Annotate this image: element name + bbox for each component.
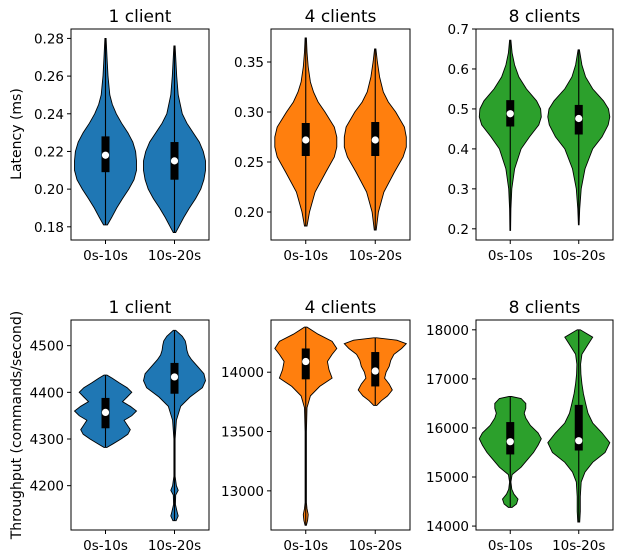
x-tick-label: 0s-10s: [283, 248, 328, 264]
y-tick-label: 0.22: [34, 144, 64, 160]
median-marker: [575, 114, 583, 123]
median-marker: [575, 437, 583, 445]
x-tick-label: 0s-10s: [83, 538, 128, 554]
y-tick-label: 13500: [221, 425, 264, 441]
y-tick-label: 0.25: [234, 155, 264, 171]
y-tick-label: 0.30: [234, 105, 264, 121]
panel-title: 8 clients: [509, 298, 581, 318]
y-tick-label: 18000: [426, 323, 469, 339]
median-marker: [371, 136, 379, 144]
y-tick-label: 16000: [426, 421, 469, 437]
x-tick-label: 10s-20s: [349, 248, 402, 264]
median-marker: [170, 157, 179, 165]
violin-panel-5: 4 clients 13000 13500 14000 0s-10s 10s-20s: [221, 298, 411, 554]
median-marker: [506, 110, 514, 118]
x-tick-label: 0s-10s: [488, 538, 533, 554]
violin-panel-4: 1 client 4200 4300 4400 4500 0s-10s 10s-20s: [30, 298, 210, 554]
y-tick-label: 0.2: [448, 222, 469, 238]
median-marker: [302, 357, 310, 366]
x-tick-label: 0s-10s: [83, 248, 128, 264]
x-tick-label: 10s-20s: [552, 538, 605, 554]
latency-axis-label: Latency (ms): [9, 88, 25, 180]
violin-panel-2: 4 clients 0.20 0.25 0.30 0.35 0s-10s 10s-20s: [234, 7, 411, 264]
y-tick-label: 0.26: [34, 69, 64, 85]
y-tick-label: 13000: [221, 484, 264, 500]
violin-panel-6: 8 clients 14000 15000 16000 17000 18000 0s-10s…: [426, 298, 614, 554]
axes-frame: [475, 28, 614, 241]
x-tick-label: 10s-20s: [148, 248, 201, 264]
y-tick-label: 15000: [426, 470, 469, 486]
x-tick-label: 0s-10s: [488, 248, 533, 264]
y-tick-label: 4500: [30, 339, 64, 355]
axes-frame: [270, 319, 411, 531]
panel-title: 8 clients: [509, 7, 581, 27]
y-tick-label: 0.7: [448, 22, 469, 38]
panel-title: 1 client: [109, 7, 172, 27]
y-tick-label: 0.3: [448, 182, 469, 198]
panel-title: 1 client: [109, 298, 172, 318]
violin-panel-1: 1 client 0.18 0.20 0.22 0.24 0.26 0.28 0s-10s 10…: [34, 7, 210, 264]
throughput-axis-label: Throughput (commands/second): [9, 311, 25, 541]
x-tick-label: 10s-20s: [148, 538, 201, 554]
median-marker: [170, 373, 179, 381]
y-tick-label: 4400: [30, 385, 64, 401]
y-tick-label: 14000: [426, 519, 469, 535]
y-tick-label: 0.24: [34, 107, 64, 123]
axes-frame: [475, 319, 614, 531]
median-marker: [302, 136, 310, 144]
y-tick-label: 0.20: [234, 205, 264, 221]
y-tick-label: 17000: [426, 372, 469, 388]
axes-frame: [70, 28, 210, 241]
median-marker: [506, 438, 514, 446]
panel-title: 4 clients: [305, 298, 377, 318]
y-tick-label: 0.20: [34, 182, 64, 198]
violin-panel-3: 8 clients 0.2 0.3 0.4 0.5 0.6 0.7 0s-10s 10s-20s: [448, 7, 614, 264]
y-tick-label: 0.6: [448, 62, 469, 78]
median-marker: [371, 367, 379, 375]
y-tick-label: 0.18: [34, 220, 64, 236]
y-tick-label: 0.5: [448, 102, 469, 118]
axes-frame: [70, 319, 210, 531]
median-marker: [101, 408, 110, 416]
y-tick-label: 0.4: [448, 142, 469, 158]
y-tick-label: 4300: [30, 432, 64, 448]
x-tick-label: 10s-20s: [349, 538, 402, 554]
y-tick-label: 14000: [221, 365, 264, 381]
quartile-box: [574, 404, 583, 451]
panel-title: 4 clients: [305, 7, 377, 27]
y-tick-label: 4200: [30, 479, 64, 495]
x-tick-label: 10s-20s: [552, 248, 605, 264]
axes-frame: [270, 28, 411, 241]
x-tick-label: 0s-10s: [283, 538, 328, 554]
y-tick-label: 0.28: [34, 31, 64, 47]
y-tick-label: 0.35: [234, 55, 264, 71]
median-marker: [101, 151, 110, 159]
